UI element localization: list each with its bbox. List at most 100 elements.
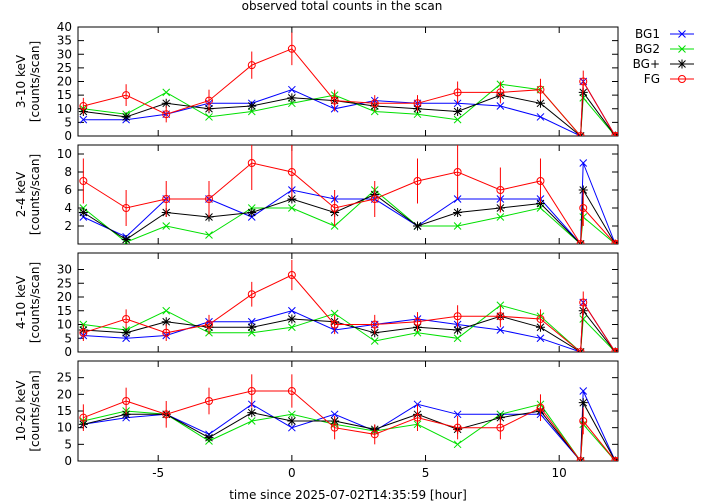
data-point [330, 423, 339, 432]
y-axis-title: 2-4 keV[counts/scan] [14, 154, 42, 235]
data-point [370, 320, 379, 329]
y-tick-label: 40 [57, 20, 72, 34]
data-point [162, 328, 171, 337]
data-point [611, 132, 618, 136]
data-point [496, 102, 505, 110]
panel-2: 2 4 6 8 10 2-4 keV[counts/scan] [14, 144, 619, 245]
legend-label: FG [644, 72, 660, 86]
data-point [205, 113, 213, 121]
data-point [287, 416, 297, 426]
data-point [611, 240, 618, 244]
y-tick-label: 10 [57, 147, 72, 161]
y-tick-label: 15 [57, 404, 72, 418]
data-point [453, 106, 463, 116]
plot-area [78, 259, 618, 352]
data-point [536, 177, 545, 185]
data-point [579, 77, 588, 86]
data-point [330, 320, 339, 329]
legend-marker [678, 45, 686, 53]
data-point [247, 61, 256, 70]
y-axis-title: 10-20 keV[counts/scan] [14, 370, 42, 451]
legend-label: BG2 [635, 42, 660, 56]
data-point [576, 457, 585, 461]
data-point [576, 132, 585, 136]
data-point [122, 91, 131, 100]
series-line [83, 162, 618, 244]
x-tick-label: 0 [288, 466, 296, 480]
data-point [453, 334, 462, 343]
y-tick-label: 30 [57, 263, 72, 277]
data-point [247, 417, 256, 425]
y-tick-label: 20 [57, 75, 72, 89]
plot-area [78, 32, 618, 136]
data-point [413, 177, 422, 185]
plot-area [78, 374, 618, 461]
y-axis-title-line: 4-10 keV [14, 275, 28, 329]
data-point [536, 334, 545, 343]
series-line [83, 48, 618, 136]
data-point [247, 159, 256, 167]
y-axis-title-line: [counts/scan] [28, 41, 42, 122]
series-fg [79, 145, 618, 244]
y-axis-title: 4-10 keV[counts/scan] [14, 262, 42, 343]
legend-marker [677, 59, 687, 69]
data-point [204, 397, 213, 405]
data-point [330, 309, 339, 318]
data-point [288, 410, 296, 419]
y-axis-title-line: [counts/scan] [28, 370, 42, 451]
data-point [370, 430, 379, 439]
data-point [122, 397, 131, 405]
data-point [330, 96, 339, 105]
data-point [287, 314, 297, 324]
y-tick-label: 20 [57, 290, 72, 304]
y-tick-label: 25 [57, 276, 72, 290]
data-point [204, 320, 213, 329]
data-point [453, 208, 463, 217]
data-point [370, 337, 379, 345]
data-point [162, 195, 171, 203]
data-point [287, 44, 296, 53]
data-point [287, 271, 296, 279]
series-line [82, 189, 618, 244]
data-point [162, 410, 171, 419]
series-line [83, 304, 618, 352]
y-tick-label: 30 [57, 47, 72, 61]
data-point [453, 423, 462, 432]
data-point [453, 410, 462, 419]
data-point [413, 328, 422, 337]
data-point [79, 328, 88, 337]
series-line [83, 390, 618, 461]
data-point [496, 423, 505, 432]
data-point [79, 413, 88, 422]
data-point [453, 440, 462, 449]
data-point [453, 222, 462, 230]
data-point [579, 315, 588, 323]
data-point [122, 334, 130, 343]
data-point [247, 107, 256, 116]
y-tick-label: 20 [57, 387, 72, 401]
legend-marker [678, 30, 686, 38]
y-tick-label: 5 [64, 115, 72, 129]
y-tick-label: 10 [57, 421, 72, 435]
series-fg [79, 374, 618, 461]
y-axis-title-line: [counts/scan] [28, 154, 42, 235]
y-tick-label: 35 [57, 34, 72, 48]
y-axis-title-line: 3-10 keV [14, 54, 28, 108]
data-point [578, 398, 588, 408]
data-point [576, 240, 585, 244]
series-line [83, 274, 618, 352]
data-point [247, 387, 256, 395]
data-point [121, 112, 131, 122]
data-point [287, 168, 296, 176]
data-point [413, 400, 422, 409]
data-point [413, 99, 422, 108]
y-tick-label: 15 [57, 88, 72, 102]
data-point [162, 306, 171, 315]
y-axis-title-line: 10-20 keV [14, 380, 28, 442]
x-tick-label: -5 [152, 466, 164, 480]
data-point [579, 298, 588, 307]
data-point [611, 348, 618, 352]
